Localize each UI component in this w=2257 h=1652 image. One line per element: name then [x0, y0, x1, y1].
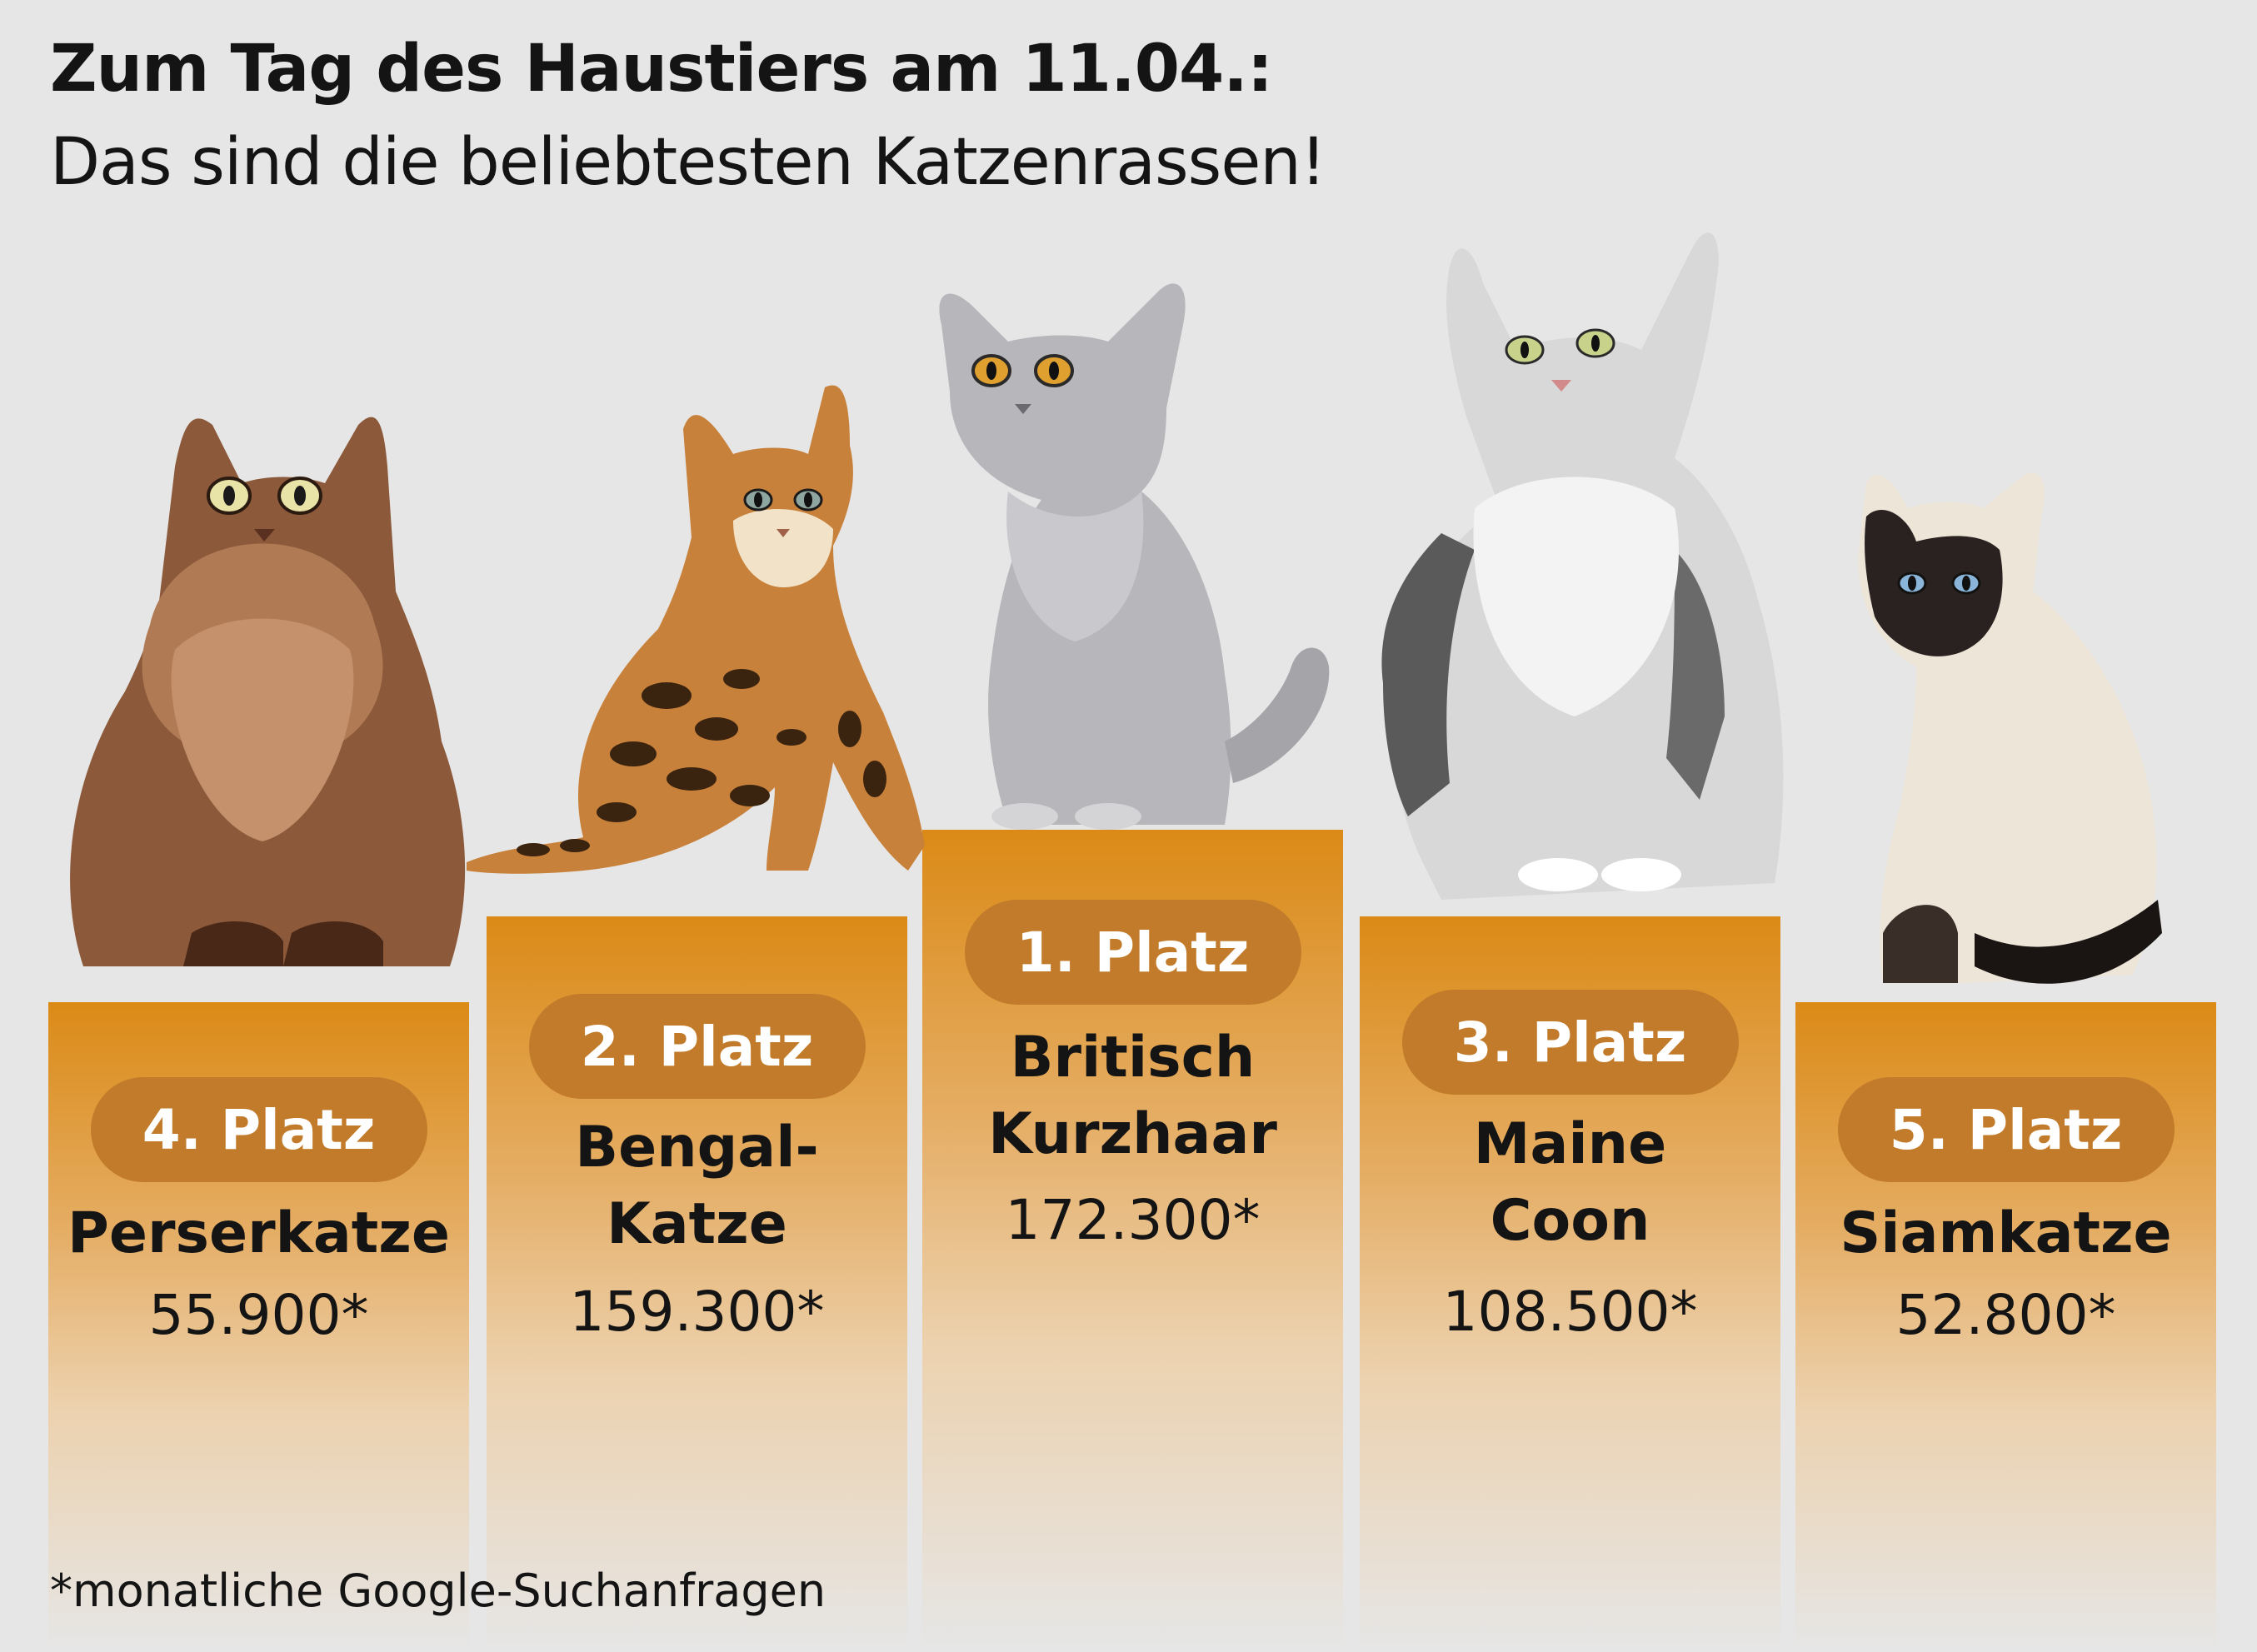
maine-coon-cat-icon: [1381, 232, 1784, 900]
rank-badge: 2. Platz: [528, 994, 866, 1099]
page-title: Zum Tag des Haustiers am 11.04.:: [50, 32, 1273, 107]
search-volume-value: 52.800*: [1895, 1283, 2116, 1347]
search-volume-value: 55.900*: [148, 1283, 369, 1347]
british-shorthair-cat-icon: [939, 283, 1330, 830]
breed-name-line: Siamkatze: [1840, 1200, 2172, 1266]
breed-name-line: Britisch: [1010, 1025, 1256, 1091]
breed-name: Siamkatze: [1795, 1195, 2216, 1272]
pedestal-rank-1: 1. Platz Britisch Kurzhaar 172.300*: [922, 830, 1343, 1652]
breed-name-line: Perserkatze: [67, 1200, 450, 1266]
footnote: *monatliche Google-Suchanfragen: [50, 1565, 826, 1617]
page-subtitle: Das sind die beliebtesten Katzenrassen!: [50, 125, 1326, 200]
breed-name-line: Kurzhaar: [988, 1101, 1277, 1167]
pedestal-rank-2: 2. Platz Bengal- Katze 159.300*: [487, 916, 907, 1652]
breed-name: Britisch Kurzhaar: [922, 1020, 1343, 1173]
rank-badge: 3. Platz: [1401, 990, 1739, 1095]
pedestal-rank-4: 4. Platz Perserkatze 55.900*: [48, 1002, 469, 1652]
breed-name-line: Katze: [607, 1191, 787, 1257]
rank-badge: 1. Platz: [964, 900, 1301, 1005]
rank-badge: 5. Platz: [1837, 1077, 2175, 1182]
breed-name: Perserkatze: [48, 1195, 469, 1272]
pedestal-rank-5: 5. Platz Siamkatze 52.800*: [1795, 1002, 2216, 1652]
breed-name-line: Maine: [1473, 1111, 1667, 1177]
search-volume-value: 172.300*: [1005, 1188, 1261, 1252]
rank-badge: 4. Platz: [90, 1077, 427, 1182]
bengal-cat-icon: [467, 385, 925, 874]
pedestal-rank-3: 3. Platz Maine Coon 108.500*: [1360, 916, 1780, 1652]
breed-name: Bengal- Katze: [487, 1110, 907, 1263]
breed-name-line: Bengal-: [575, 1115, 819, 1180]
persian-cat-icon: [70, 417, 466, 966]
breed-name: Maine Coon: [1360, 1106, 1780, 1260]
siamese-cat-icon: [1858, 472, 2162, 984]
search-volume-value: 108.500*: [1442, 1280, 1698, 1344]
breed-name-line: Coon: [1490, 1188, 1650, 1254]
search-volume-value: 159.300*: [569, 1280, 825, 1344]
